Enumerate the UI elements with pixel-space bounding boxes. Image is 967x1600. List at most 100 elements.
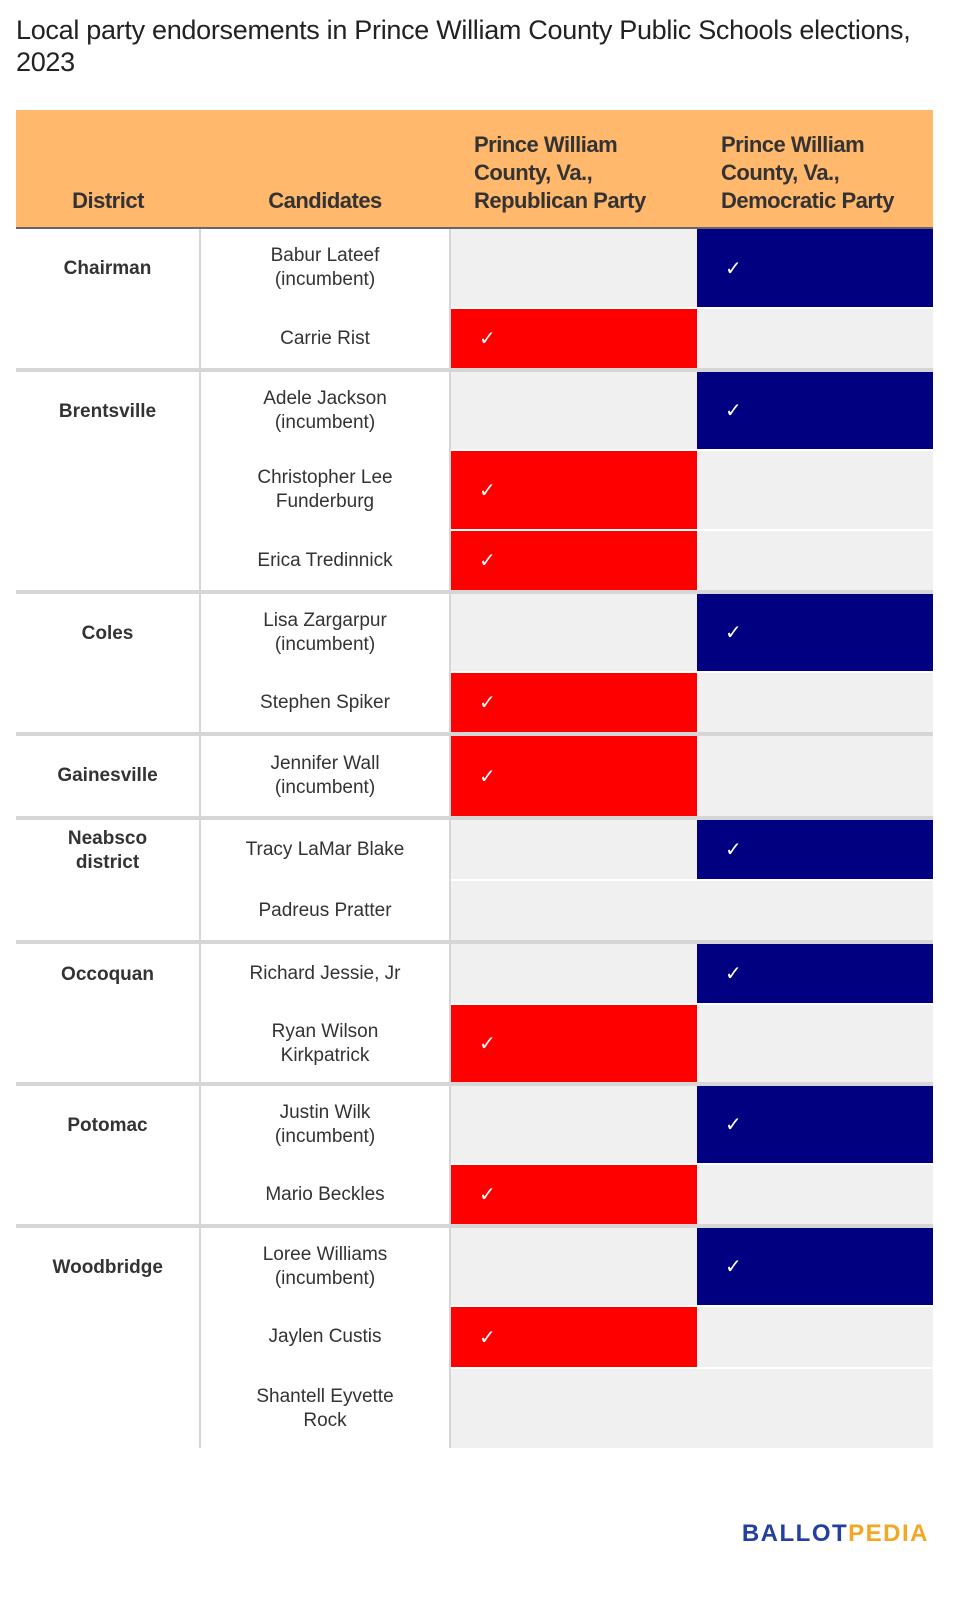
district-cell: Occoquan xyxy=(16,940,201,1084)
check-icon: ✓ xyxy=(479,479,496,502)
candidate-name-text: Padreus Pratter xyxy=(258,899,392,921)
candidate-name: Carrie Rist xyxy=(200,307,451,370)
democratic-endorsement-cell: ✓ xyxy=(697,1082,933,1164)
democratic-endorsement-cell xyxy=(697,449,933,530)
table-row: Erica Tredinnick ✓ xyxy=(16,529,933,592)
candidate-name: Mario Beckles xyxy=(200,1163,451,1226)
table-row: Stephen Spiker ✓ xyxy=(16,671,933,734)
district-name: Occoquan xyxy=(61,964,154,985)
table-row: Brentsville Adele Jackson (incumbent) ✓ xyxy=(16,368,933,592)
endorsements-table: District Candidates Prince William Count… xyxy=(16,110,933,1448)
check-icon: ✓ xyxy=(725,963,742,985)
candidate-name: Shantell Eyvette Rock xyxy=(200,1367,451,1448)
check-icon: ✓ xyxy=(479,692,496,714)
republican-endorsement-cell xyxy=(450,368,697,450)
democratic-endorsement-cell: ✓ xyxy=(697,816,933,880)
republican-endorsement-cell xyxy=(450,228,697,308)
table-row: Carrie Rist ✓ xyxy=(16,307,933,370)
check-icon: ✓ xyxy=(479,550,496,572)
header-republican: Prince William County, Va., Republican P… xyxy=(450,110,697,229)
table-row: Gainesville Jennifer Wall (incumbent) ✓ xyxy=(16,732,933,818)
district-name: Neabsco district xyxy=(67,828,148,873)
candidate-name: Babur Lateef (incumbent) xyxy=(200,228,451,308)
candidate-name-text: Tracy LaMar Blake xyxy=(245,838,405,860)
district-name: Coles xyxy=(81,623,134,644)
district-name: Potomac xyxy=(67,1115,148,1136)
district-cell: Gainesville xyxy=(16,732,201,818)
district-name: Brentsville xyxy=(58,401,157,422)
candidate-name: Adele Jackson (incumbent) xyxy=(200,368,451,450)
candidate-name: Tracy LaMar Blake xyxy=(200,816,451,880)
democratic-endorsement-cell xyxy=(697,1305,933,1368)
candidate-name-text: Jaylen Custis xyxy=(268,1326,382,1347)
candidate-name: Justin Wilk (incumbent) xyxy=(200,1082,451,1164)
table-row: Woodbridge Loree Williams (incumbent) ✓ xyxy=(16,1224,933,1448)
table-row: Jaylen Custis ✓ xyxy=(16,1305,933,1368)
district-cell: Brentsville xyxy=(16,368,201,592)
democratic-endorsement-cell xyxy=(697,1163,933,1226)
candidate-name-text: Lisa Zargarpur (incumbent) xyxy=(263,609,387,655)
candidate-name-text: Justin Wilk (incumbent) xyxy=(274,1101,376,1147)
header-democratic: Prince William County, Va., Democratic P… xyxy=(697,110,933,229)
check-icon: ✓ xyxy=(725,400,742,422)
candidate-name-text: Shantell Eyvette Rock xyxy=(256,1385,394,1431)
check-icon: ✓ xyxy=(479,328,496,350)
header-candidates: Candidates xyxy=(200,110,450,229)
table-row: Shantell Eyvette Rock xyxy=(16,1367,933,1448)
table-row: Mario Beckles ✓ xyxy=(16,1163,933,1226)
candidate-name-text: Christopher Lee Funderburg xyxy=(257,467,393,512)
republican-endorsement-cell xyxy=(450,1224,697,1306)
republican-endorsement-cell: ✓ xyxy=(450,732,697,818)
district-cell: Potomac xyxy=(16,1082,201,1226)
candidate-name: Ryan Wilson Kirkpatrick xyxy=(200,1003,451,1084)
republican-endorsement-cell: ✓ xyxy=(450,671,697,734)
republican-endorsement-cell: ✓ xyxy=(450,1163,697,1226)
candidate-name-text: Jennifer Wall (incumbent) xyxy=(270,753,380,798)
democratic-endorsement-cell xyxy=(697,1367,933,1448)
candidate-name: Erica Tredinnick xyxy=(200,529,451,592)
democratic-endorsement-cell xyxy=(697,671,933,734)
candidate-name-text: Adele Jackson (incumbent) xyxy=(263,387,387,433)
district-cell: Woodbridge xyxy=(16,1224,201,1448)
ballotpedia-logo: BALLOTPEDIA xyxy=(741,1520,929,1547)
district-cell: Coles xyxy=(16,590,201,734)
candidate-name-text: Loree Williams (incumbent) xyxy=(262,1243,388,1289)
table-row: Christopher Lee Funderburg ✓ xyxy=(16,449,933,530)
republican-endorsement-cell: ✓ xyxy=(450,1003,697,1084)
candidate-name-text: Ryan Wilson Kirkpatrick xyxy=(271,1020,379,1066)
democratic-endorsement-cell: ✓ xyxy=(697,368,933,450)
democratic-endorsement-cell xyxy=(697,879,933,942)
header-district: District xyxy=(16,110,200,229)
candidate-name-text: Erica Tredinnick xyxy=(257,549,393,571)
democratic-endorsement-cell: ✓ xyxy=(697,940,933,1004)
table-row: Neabsco district Tracy LaMar Blake ✓ xyxy=(16,816,933,942)
check-icon: ✓ xyxy=(479,1184,496,1206)
republican-endorsement-cell xyxy=(450,1082,697,1164)
check-icon: ✓ xyxy=(725,839,742,861)
democratic-endorsement-cell: ✓ xyxy=(697,590,933,672)
check-icon: ✓ xyxy=(725,1114,742,1136)
candidate-name: Stephen Spiker xyxy=(200,671,451,734)
table-row: Chairman Babur Lateef (incumbent) ✓ xyxy=(16,228,933,370)
candidate-name: Lisa Zargarpur (incumbent) xyxy=(200,590,451,672)
table-row: Padreus Pratter xyxy=(16,879,933,942)
republican-endorsement-cell: ✓ xyxy=(450,529,697,592)
democratic-endorsement-cell xyxy=(697,1003,933,1084)
republican-endorsement-cell: ✓ xyxy=(450,1305,697,1368)
check-icon: ✓ xyxy=(479,765,496,788)
table-row: Potomac Justin Wilk (incumbent) ✓ xyxy=(16,1082,933,1226)
candidate-name-text: Stephen Spiker xyxy=(260,691,390,713)
check-icon: ✓ xyxy=(725,1256,742,1278)
democratic-endorsement-cell: ✓ xyxy=(697,1224,933,1306)
check-icon: ✓ xyxy=(725,622,742,644)
candidate-name-text: Mario Beckles xyxy=(265,1183,385,1205)
table-body: Chairman Babur Lateef (incumbent) ✓ Carrie … xyxy=(16,228,933,1448)
district-name: Woodbridge xyxy=(52,1257,163,1278)
democratic-endorsement-cell xyxy=(697,307,933,370)
table-row: Ryan Wilson Kirkpatrick ✓ xyxy=(16,1003,933,1084)
democratic-endorsement-cell: ✓ xyxy=(697,228,933,308)
republican-endorsement-cell xyxy=(450,816,697,880)
republican-endorsement-cell: ✓ xyxy=(450,449,697,530)
candidate-name: Jennifer Wall (incumbent) xyxy=(200,732,451,818)
candidate-name: Jaylen Custis xyxy=(200,1305,451,1368)
